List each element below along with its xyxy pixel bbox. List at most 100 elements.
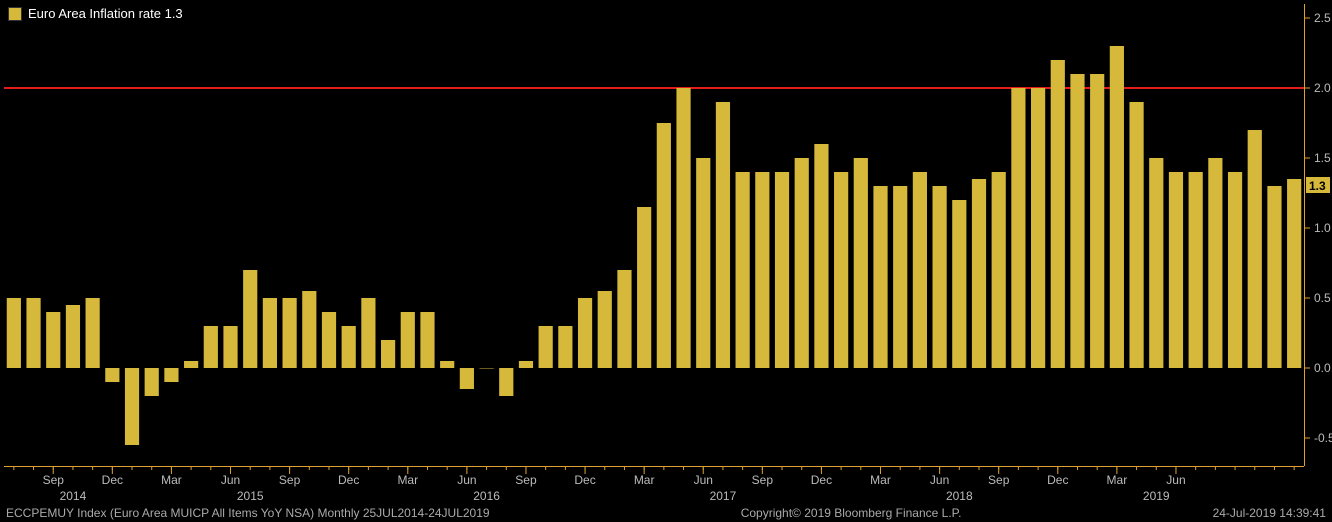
svg-text:1.5: 1.5 bbox=[1314, 151, 1331, 165]
svg-text:Jun: Jun bbox=[221, 473, 240, 487]
svg-text:2.0: 2.0 bbox=[1314, 81, 1331, 95]
svg-text:Mar: Mar bbox=[870, 473, 891, 487]
bar bbox=[676, 88, 690, 368]
bar bbox=[1287, 179, 1301, 368]
footer: ECCPEMUY Index (Euro Area MUICP All Item… bbox=[0, 504, 1332, 522]
svg-text:Mar: Mar bbox=[634, 473, 655, 487]
bar bbox=[263, 298, 277, 368]
svg-text:1.0: 1.0 bbox=[1314, 221, 1331, 235]
svg-text:Dec: Dec bbox=[338, 473, 359, 487]
svg-text:Mar: Mar bbox=[161, 473, 182, 487]
bar bbox=[223, 326, 237, 368]
bar bbox=[499, 368, 513, 396]
bar bbox=[657, 123, 671, 368]
bar bbox=[1090, 74, 1104, 368]
svg-text:Jun: Jun bbox=[1166, 473, 1185, 487]
legend-swatch bbox=[8, 7, 22, 21]
svg-text:0.5: 0.5 bbox=[1314, 291, 1331, 305]
bar bbox=[105, 368, 119, 382]
bar bbox=[598, 291, 612, 368]
bar bbox=[1267, 186, 1281, 368]
svg-text:1.3: 1.3 bbox=[1309, 179, 1326, 193]
bar bbox=[539, 326, 553, 368]
svg-text:Jun: Jun bbox=[694, 473, 713, 487]
bar bbox=[361, 298, 375, 368]
bar bbox=[637, 207, 651, 368]
bar bbox=[1031, 88, 1045, 368]
bar bbox=[243, 270, 257, 368]
bar bbox=[1169, 172, 1183, 368]
bar bbox=[716, 102, 730, 368]
bar bbox=[460, 368, 474, 389]
bar bbox=[795, 158, 809, 368]
svg-text:2015: 2015 bbox=[237, 489, 264, 503]
svg-text:Dec: Dec bbox=[1047, 473, 1068, 487]
bar bbox=[184, 361, 198, 368]
bar bbox=[834, 172, 848, 368]
bar bbox=[933, 186, 947, 368]
bar bbox=[755, 172, 769, 368]
svg-text:Dec: Dec bbox=[102, 473, 123, 487]
bar bbox=[1129, 102, 1143, 368]
bar bbox=[558, 326, 572, 368]
svg-text:2.5: 2.5 bbox=[1314, 11, 1331, 25]
svg-text:Dec: Dec bbox=[574, 473, 595, 487]
svg-text:Dec: Dec bbox=[811, 473, 832, 487]
bar bbox=[322, 312, 336, 368]
bar bbox=[1208, 158, 1222, 368]
chart-plot: -0.5 0.0 0.5 1.0 1.5 2.0 2.5 1.3 Sep Dec Mar Jun Sep… bbox=[0, 0, 1332, 522]
svg-text:-0.5: -0.5 bbox=[1314, 431, 1332, 445]
svg-text:2018: 2018 bbox=[946, 489, 973, 503]
footer-left: ECCPEMUY Index (Euro Area MUICP All Item… bbox=[6, 506, 490, 520]
legend-label: Euro Area Inflation rate 1.3 bbox=[28, 6, 183, 21]
bar bbox=[164, 368, 178, 382]
footer-center: Copyright© 2019 Bloomberg Finance L.P. bbox=[741, 506, 962, 520]
bar bbox=[736, 172, 750, 368]
bar bbox=[913, 172, 927, 368]
footer-right: 24-Jul-2019 14:39:41 bbox=[1213, 506, 1326, 520]
bar bbox=[1149, 158, 1163, 368]
bar bbox=[1051, 60, 1065, 368]
bar bbox=[1248, 130, 1262, 368]
chart-container: { "legend": { "label": "Euro Area Inflat… bbox=[0, 0, 1332, 522]
bar bbox=[1070, 74, 1084, 368]
svg-text:2016: 2016 bbox=[473, 489, 500, 503]
svg-text:Sep: Sep bbox=[43, 473, 65, 487]
bar bbox=[775, 172, 789, 368]
bar bbox=[696, 158, 710, 368]
bar bbox=[992, 172, 1006, 368]
svg-text:2014: 2014 bbox=[60, 489, 87, 503]
bar bbox=[342, 326, 356, 368]
bar bbox=[46, 312, 60, 368]
bar bbox=[420, 312, 434, 368]
svg-text:2017: 2017 bbox=[710, 489, 737, 503]
bar bbox=[7, 298, 21, 368]
bar bbox=[302, 291, 316, 368]
svg-text:Sep: Sep bbox=[515, 473, 537, 487]
bar bbox=[66, 305, 80, 368]
svg-text:Mar: Mar bbox=[1107, 473, 1128, 487]
bar bbox=[578, 298, 592, 368]
bar bbox=[401, 312, 415, 368]
bar bbox=[1189, 172, 1203, 368]
bar bbox=[479, 368, 493, 369]
bar bbox=[854, 158, 868, 368]
bar bbox=[86, 298, 100, 368]
bar bbox=[893, 186, 907, 368]
bar bbox=[1011, 88, 1025, 368]
bar bbox=[952, 200, 966, 368]
legend: Euro Area Inflation rate 1.3 bbox=[8, 6, 183, 21]
bar bbox=[814, 144, 828, 368]
bar bbox=[440, 361, 454, 368]
svg-text:Sep: Sep bbox=[988, 473, 1010, 487]
bar bbox=[381, 340, 395, 368]
svg-text:Jun: Jun bbox=[930, 473, 949, 487]
bar bbox=[26, 298, 40, 368]
svg-text:Sep: Sep bbox=[279, 473, 301, 487]
svg-text:Jun: Jun bbox=[457, 473, 476, 487]
bar bbox=[145, 368, 159, 396]
svg-text:2019: 2019 bbox=[1143, 489, 1170, 503]
bar bbox=[873, 186, 887, 368]
bar bbox=[1110, 46, 1124, 368]
svg-text:0.0: 0.0 bbox=[1314, 361, 1331, 375]
